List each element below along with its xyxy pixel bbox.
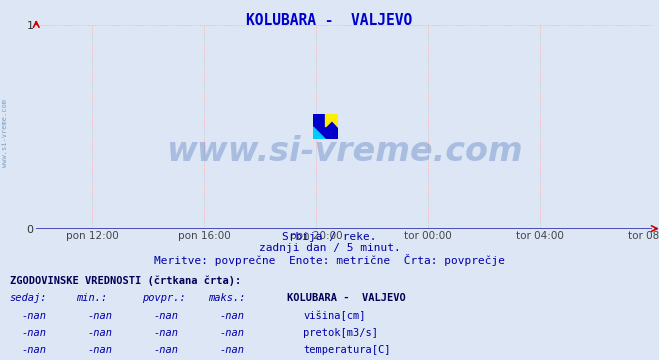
Text: temperatura[C]: temperatura[C] bbox=[303, 345, 391, 355]
Text: KOLUBARA -  VALJEVO: KOLUBARA - VALJEVO bbox=[246, 13, 413, 28]
Text: -nan: -nan bbox=[154, 345, 179, 355]
Text: -nan: -nan bbox=[88, 311, 113, 321]
Text: -nan: -nan bbox=[88, 345, 113, 355]
Text: -nan: -nan bbox=[219, 311, 244, 321]
Text: -nan: -nan bbox=[219, 345, 244, 355]
Polygon shape bbox=[326, 114, 338, 127]
Text: sedaj:: sedaj: bbox=[10, 293, 47, 303]
Text: www.si-vreme.com: www.si-vreme.com bbox=[166, 135, 523, 168]
Text: Meritve: povprečne  Enote: metrične  Črta: povprečje: Meritve: povprečne Enote: metrične Črta:… bbox=[154, 254, 505, 266]
Text: -nan: -nan bbox=[219, 328, 244, 338]
Text: min.:: min.: bbox=[76, 293, 107, 303]
Text: www.si-vreme.com: www.si-vreme.com bbox=[2, 99, 9, 167]
Text: -nan: -nan bbox=[154, 311, 179, 321]
Text: povpr.:: povpr.: bbox=[142, 293, 185, 303]
Text: KOLUBARA -  VALJEVO: KOLUBARA - VALJEVO bbox=[287, 293, 405, 303]
Text: zadnji dan / 5 minut.: zadnji dan / 5 minut. bbox=[258, 243, 401, 253]
Polygon shape bbox=[313, 127, 326, 139]
Text: -nan: -nan bbox=[88, 328, 113, 338]
Text: -nan: -nan bbox=[22, 311, 47, 321]
Text: -nan: -nan bbox=[154, 328, 179, 338]
Text: -nan: -nan bbox=[22, 345, 47, 355]
Text: ZGODOVINSKE VREDNOSTI (črtkana črta):: ZGODOVINSKE VREDNOSTI (črtkana črta): bbox=[10, 275, 241, 286]
Text: Srbija / reke.: Srbija / reke. bbox=[282, 232, 377, 242]
Polygon shape bbox=[326, 114, 338, 127]
Text: višina[cm]: višina[cm] bbox=[303, 311, 366, 321]
Text: -nan: -nan bbox=[22, 328, 47, 338]
Text: pretok[m3/s]: pretok[m3/s] bbox=[303, 328, 378, 338]
Text: maks.:: maks.: bbox=[208, 293, 245, 303]
